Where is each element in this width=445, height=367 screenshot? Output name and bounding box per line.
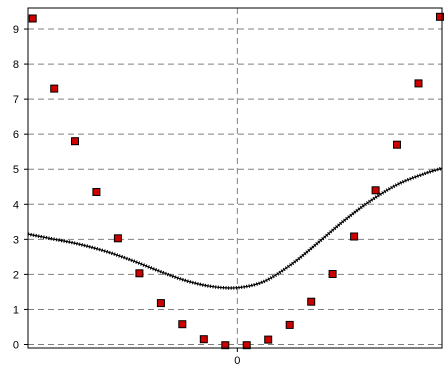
x-axis-ticks: 0	[234, 348, 240, 367]
data-point-14	[328, 270, 337, 278]
y-tick-label-0: 0	[13, 339, 19, 351]
data-point-6	[156, 299, 165, 308]
y-tick-label-5: 5	[13, 164, 19, 176]
y-tick-label-9: 9	[13, 24, 19, 36]
y-axis-ticks: 0 1 2 3 4 5 6 7 8 9	[13, 24, 28, 351]
y-tick-label-4: 4	[13, 199, 19, 211]
y-tick-label-7: 7	[13, 94, 19, 106]
x-tick-label-0: 0	[234, 355, 240, 367]
data-point-12	[285, 320, 294, 329]
fitted-curve	[27, 166, 443, 290]
data-point-19	[436, 12, 444, 21]
data-point-9	[221, 341, 230, 350]
curve-line-hatch	[27, 166, 443, 290]
data-point-4	[113, 234, 122, 243]
y-tick-label-6: 6	[13, 129, 19, 141]
data-point-15	[350, 232, 359, 241]
curve-line	[27, 167, 443, 289]
data-point-5	[135, 269, 144, 278]
data-point-8	[199, 335, 208, 344]
data-point-16	[371, 186, 380, 195]
data-point-0	[28, 14, 37, 23]
data-point-1	[50, 84, 59, 93]
data-point-17	[393, 140, 401, 149]
data-point-18	[414, 79, 423, 88]
y-tick-label-8: 8	[13, 59, 19, 71]
data-point-7	[178, 320, 187, 329]
y-tick-label-2: 2	[13, 269, 19, 281]
y-tick-label-3: 3	[13, 234, 19, 246]
grid-lines	[28, 8, 442, 348]
plot-frame	[27, 7, 443, 349]
data-point-13	[307, 297, 316, 306]
data-point-2	[71, 137, 79, 146]
data-point-3	[92, 188, 101, 196]
data-point-10	[242, 341, 251, 350]
y-tick-label-1: 1	[13, 304, 19, 316]
data-points	[28, 12, 444, 350]
data-point-11	[264, 335, 273, 344]
